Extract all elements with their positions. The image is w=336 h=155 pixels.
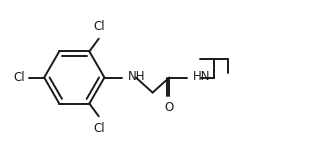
Text: NH: NH	[128, 70, 145, 83]
Text: Cl: Cl	[13, 71, 25, 84]
Text: O: O	[165, 101, 174, 114]
Text: HN: HN	[193, 70, 210, 83]
Text: Cl: Cl	[94, 122, 105, 135]
Text: Cl: Cl	[94, 20, 105, 33]
